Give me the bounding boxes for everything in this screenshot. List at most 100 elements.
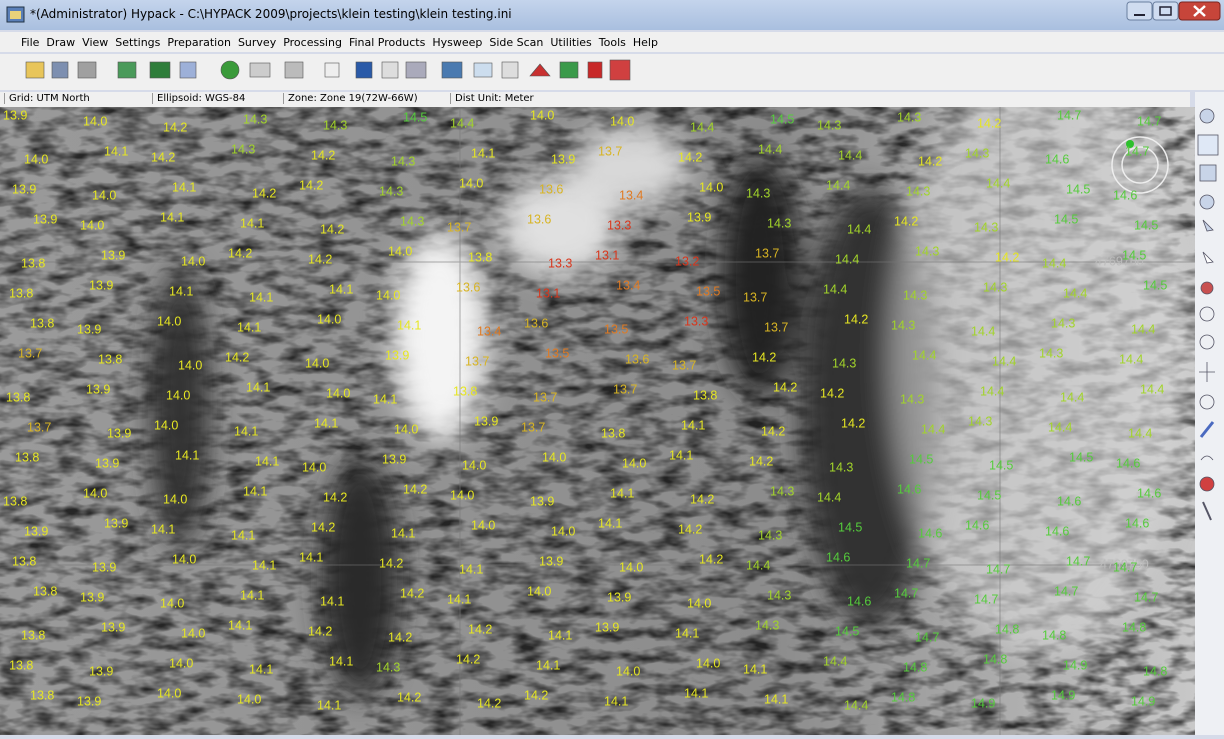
sounding: 14.1 bbox=[675, 626, 699, 640]
toolbar-icons[interactable] bbox=[0, 54, 700, 90]
sounding: 14.0 bbox=[237, 692, 261, 706]
sounding: 14.6 bbox=[847, 594, 871, 608]
sounding: 14.5 bbox=[835, 624, 859, 638]
sounding: 14.1 bbox=[246, 380, 270, 394]
sounding: 14.1 bbox=[252, 558, 276, 572]
menu-item[interactable]: Draw bbox=[46, 35, 76, 49]
side-toolbar-icons[interactable] bbox=[1195, 92, 1224, 735]
sounding: 14.4 bbox=[838, 148, 862, 162]
sounding: 14.3 bbox=[376, 660, 400, 674]
menu-item[interactable]: Final Products bbox=[348, 35, 426, 49]
sounding: 14.4 bbox=[1048, 420, 1072, 434]
sounding: 13.8 bbox=[12, 554, 36, 568]
sounding: 13.6 bbox=[524, 316, 548, 330]
sounding: 14.1 bbox=[743, 662, 767, 676]
sounding: 14.3 bbox=[323, 118, 347, 132]
sounding: 13.3 bbox=[684, 314, 708, 328]
sounding: 14.4 bbox=[921, 422, 945, 436]
sounding: 14.1 bbox=[175, 448, 199, 462]
sounding: 14.1 bbox=[320, 594, 344, 608]
sounding: 14.4 bbox=[971, 324, 995, 338]
sounding: 13.7 bbox=[27, 420, 51, 434]
sounding: 13.7 bbox=[465, 354, 489, 368]
side-toolbar bbox=[1195, 92, 1224, 735]
sounding: 14.4 bbox=[992, 354, 1016, 368]
sounding: 13.3 bbox=[607, 218, 631, 232]
sounding: 14.3 bbox=[770, 484, 794, 498]
menu-item[interactable]: Help bbox=[632, 35, 658, 49]
sounding: 14.7 bbox=[1054, 584, 1078, 598]
sounding: 14.7 bbox=[894, 586, 918, 600]
sounding: 14.4 bbox=[1140, 382, 1164, 396]
sounding: 13.9 bbox=[101, 248, 125, 262]
sounding: 14.2 bbox=[820, 386, 844, 400]
sounding: 14.8 bbox=[1143, 664, 1167, 678]
sounding: 14.0 bbox=[166, 388, 190, 402]
sounding: 14.0 bbox=[154, 418, 178, 432]
sounding: 14.2 bbox=[918, 154, 942, 168]
menu-item[interactable]: File bbox=[21, 35, 40, 49]
sounding: 14.3 bbox=[243, 112, 267, 126]
sounding: 14.4 bbox=[844, 698, 868, 712]
menu-item[interactable]: Tools bbox=[598, 35, 626, 49]
sounding: 13.8 bbox=[30, 688, 54, 702]
sounding: 14.2 bbox=[894, 214, 918, 228]
window-controls[interactable] bbox=[1126, 1, 1221, 23]
sounding: 14.4 bbox=[746, 558, 770, 572]
sounding: 14.3 bbox=[832, 356, 856, 370]
sounding: 13.2 bbox=[675, 254, 699, 268]
menu-item[interactable]: Preparation bbox=[167, 35, 231, 49]
sounding: 13.9 bbox=[382, 452, 406, 466]
sounding: 14.7 bbox=[1125, 144, 1149, 158]
sounding: 13.9 bbox=[551, 152, 575, 166]
sounding: 14.6 bbox=[897, 482, 921, 496]
sounding: 14.1 bbox=[237, 320, 261, 334]
menu-item[interactable]: Processing bbox=[283, 35, 342, 49]
status-field: Dist Unit: Meter bbox=[450, 93, 534, 104]
sounding: 14.0 bbox=[24, 152, 48, 166]
menu-item[interactable]: View bbox=[82, 35, 109, 49]
sounding: 14.0 bbox=[305, 356, 329, 370]
sounding: 14.9 bbox=[1051, 688, 1075, 702]
sounding: 14.5 bbox=[1054, 212, 1078, 226]
menu-bar: File Draw View Settings Preparation Survey Pro… bbox=[0, 32, 1224, 52]
sounding: 14.5 bbox=[1143, 278, 1167, 292]
sounding: 14.1 bbox=[314, 416, 338, 430]
sounding: 13.3 bbox=[548, 256, 572, 270]
menu-item[interactable]: Utilities bbox=[550, 35, 592, 49]
menu-item[interactable]: Survey bbox=[237, 35, 277, 49]
sounding: 14.3 bbox=[231, 142, 255, 156]
sounding: 13.9 bbox=[33, 212, 57, 226]
sounding: 13.9 bbox=[687, 210, 711, 224]
sounding: 14.4 bbox=[817, 490, 841, 504]
menu-item[interactable]: Hysweep bbox=[432, 35, 483, 49]
sounding: 14.4 bbox=[835, 252, 859, 266]
sounding: 14.0 bbox=[450, 488, 474, 502]
sonar-features bbox=[150, 107, 1190, 697]
sounding: 14.0 bbox=[696, 656, 720, 670]
sounding: 14.7 bbox=[915, 630, 939, 644]
sounding: 13.8 bbox=[21, 256, 45, 270]
sounding: 14.1 bbox=[329, 654, 353, 668]
sounding: 14.8 bbox=[1122, 620, 1146, 634]
sounding: 14.7 bbox=[1134, 590, 1158, 604]
sounding: 13.8 bbox=[453, 384, 477, 398]
sounding: 14.2 bbox=[761, 424, 785, 438]
sounding: 13.8 bbox=[3, 494, 27, 508]
sounding: 14.1 bbox=[240, 216, 264, 230]
sounding: 13.1 bbox=[595, 248, 619, 262]
sounding: 14.2 bbox=[311, 148, 335, 162]
sounding: 13.8 bbox=[601, 426, 625, 440]
sounding: 13.9 bbox=[92, 560, 116, 574]
menu-item[interactable]: Side Scan bbox=[489, 35, 544, 49]
sounding: 14.2 bbox=[841, 416, 865, 430]
sounding: 14.3 bbox=[897, 110, 921, 124]
sounding: 14.9 bbox=[971, 696, 995, 710]
status-field: Grid: UTM North bbox=[4, 93, 90, 104]
sounding: 14.0 bbox=[163, 492, 187, 506]
sounding: 14.5 bbox=[770, 112, 794, 126]
sounding: 14.2 bbox=[308, 252, 332, 266]
sounding: 14.8 bbox=[1042, 628, 1066, 642]
menu-item[interactable]: Settings bbox=[115, 35, 161, 49]
